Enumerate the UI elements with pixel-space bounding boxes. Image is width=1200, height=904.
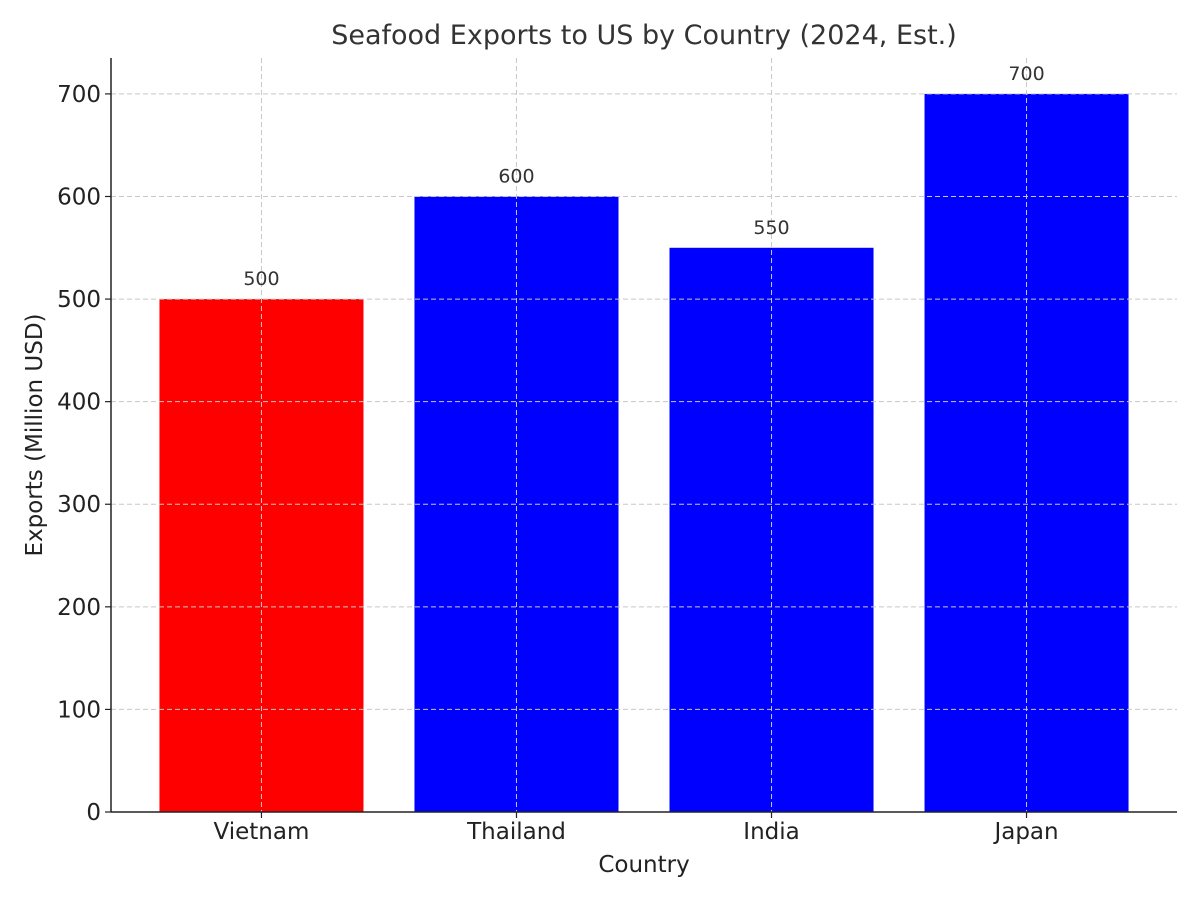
y-axis-label: Exports (Million USD) <box>22 313 48 556</box>
y-tick-label: 300 <box>57 492 101 518</box>
data-labels: 500 600 550 700 <box>243 63 1044 290</box>
data-label: 700 <box>1008 63 1044 85</box>
x-tick-label: Japan <box>992 819 1058 845</box>
data-label: 550 <box>753 217 789 239</box>
data-label: 600 <box>498 165 534 187</box>
chart-title: Seafood Exports to US by Country (2024, … <box>331 20 957 51</box>
axes: 0 100 200 300 400 500 600 700 Vietnam Thailand Ind… <box>57 58 1177 845</box>
x-tick-label: Vietnam <box>214 819 310 845</box>
y-tick-label: 100 <box>57 697 101 723</box>
y-tick-label: 500 <box>57 287 101 313</box>
grid-overlay <box>111 58 1177 812</box>
y-tick-label: 200 <box>57 595 101 621</box>
x-axis-label: Country <box>598 852 689 878</box>
x-tick-label: India <box>743 819 799 845</box>
x-tick-label: Thailand <box>466 819 566 845</box>
y-tick-label: 600 <box>57 184 101 210</box>
y-tick-label: 700 <box>57 82 101 108</box>
bars <box>159 93 1129 812</box>
y-tick-label: 400 <box>57 390 101 416</box>
data-label: 500 <box>243 268 279 290</box>
y-tick-label: 0 <box>86 800 101 826</box>
